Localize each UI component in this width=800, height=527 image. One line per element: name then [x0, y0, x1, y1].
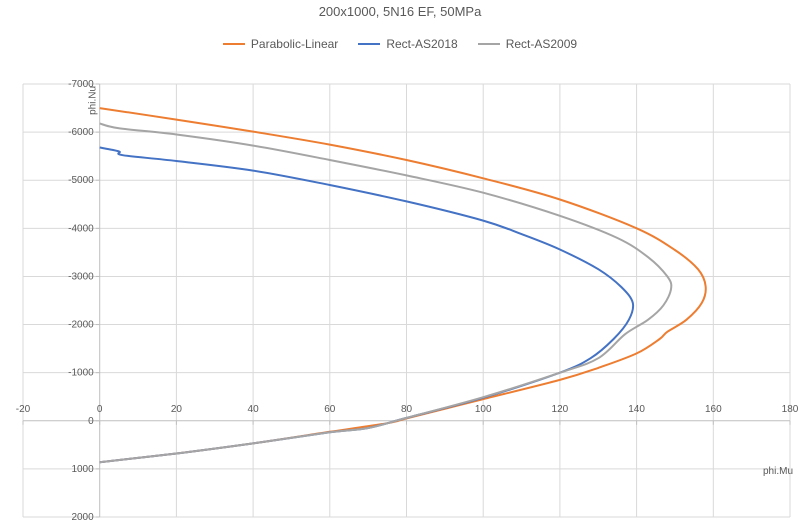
x-tick-label: 140: [628, 404, 645, 415]
x-tick-label: 100: [475, 404, 492, 415]
gridlines: [22, 83, 791, 518]
x-tick-label: 60: [324, 404, 336, 415]
series-line-rect-as2018[interactable]: [99, 146, 635, 464]
legend-label-parabolic-linear: Parabolic-Linear: [250, 37, 339, 51]
legend-item-parabolic-linear[interactable]: Parabolic-Linear: [222, 37, 339, 51]
x-tick-label: -20: [16, 404, 31, 415]
y-tick-label: -7000: [68, 79, 94, 90]
tick-labels: -20 0 20 40 60 80 100 120 140 160 180 -7000 -6000 -50…: [16, 79, 799, 523]
y-tick-label: 1000: [71, 464, 94, 475]
legend-label-rect-as2018: Rect-AS2018: [386, 37, 458, 51]
axes: [22, 83, 791, 518]
y-tick-label: -4000: [68, 223, 94, 234]
y-axis-title: phi.Nu: [88, 86, 99, 115]
y-tick-label: 0: [88, 416, 94, 427]
x-tick-label: 40: [248, 404, 260, 415]
legend-swatch-parabolic-linear: [222, 43, 245, 45]
legend-item-rect-as2018[interactable]: Rect-AS2018: [358, 37, 458, 51]
y-tick-label: -3000: [68, 271, 94, 282]
y-tick-label: 2000: [71, 512, 94, 523]
x-tick-label: 80: [401, 404, 413, 415]
y-tick-label: -2000: [68, 320, 94, 331]
chart-title: 200x1000, 5N16 EF, 50MPa: [318, 4, 482, 19]
legend: Parabolic-Linear Rect-AS2018 Rect-AS2009: [0, 37, 800, 51]
legend-label-rect-as2009: Rect-AS2009: [505, 37, 578, 51]
x-tick-label: 0: [97, 404, 103, 415]
legend-item-rect-as2009[interactable]: Rect-AS2009: [477, 37, 578, 51]
series-line-rect-as2009[interactable]: [99, 122, 673, 464]
y-tick-label: -6000: [68, 127, 94, 138]
x-tick-label: 120: [552, 404, 569, 415]
x-tick-label: 180: [782, 404, 799, 415]
x-tick-label: 160: [705, 404, 722, 415]
legend-swatch-rect-as2018: [358, 43, 381, 45]
x-axis-title: phi.Mu: [763, 466, 793, 477]
y-tick-label: -5000: [68, 175, 94, 186]
y-tick-label: -1000: [68, 368, 94, 379]
series-lines: [99, 107, 707, 464]
legend-swatch-rect-as2009: [477, 43, 500, 45]
x-tick-label: 20: [171, 404, 183, 415]
